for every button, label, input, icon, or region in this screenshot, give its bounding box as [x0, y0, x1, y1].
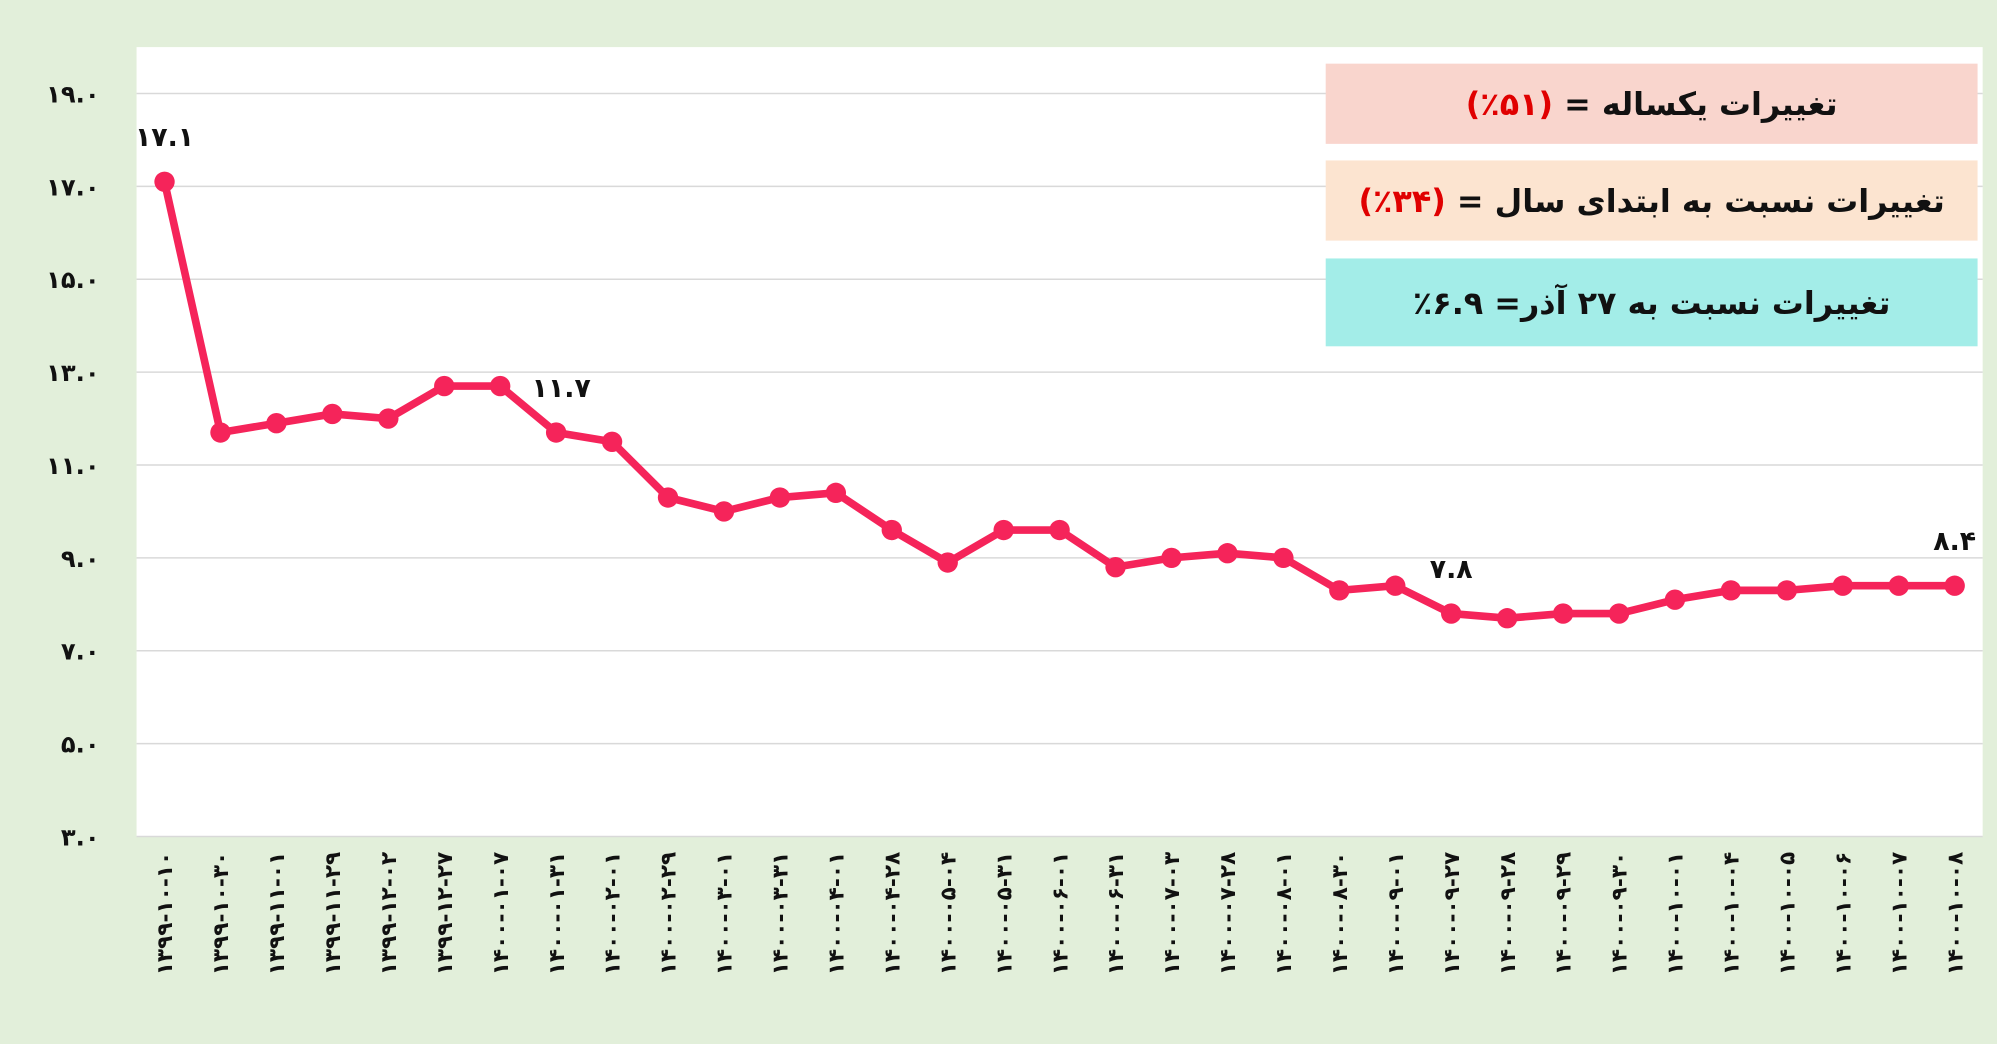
x-tick-label: ۱۴۰۰-۰۳-۰۱ [713, 852, 738, 976]
data-label: ۷.۸ [1430, 554, 1473, 585]
y-tick-label: ۷.۰ [61, 638, 100, 666]
y-tick-label: ۱۱.۰ [46, 452, 99, 480]
x-tick-label: ۱۴۰۰-۱۰-۰۶ [1831, 852, 1856, 976]
data-point [1385, 575, 1406, 596]
data-label: ۱۷.۱ [135, 122, 194, 153]
annotation-value: (۳۴٪) [1358, 182, 1445, 220]
y-tick-label: ۱۹.۰ [46, 80, 99, 108]
annotation-text: تغییرات نسبت به ۲۷ آذر= ۶.۹٪ [1413, 283, 1891, 322]
x-tick-label: ۱۴۰۰-۱۰-۰۱ [1664, 852, 1689, 976]
x-tick-label: ۱۴۰۰-۰۵-۰۴ [936, 852, 961, 976]
data-point [1552, 603, 1574, 624]
x-tick-label: ۱۴۰۰-۱۰-۰۷ [1887, 852, 1912, 976]
x-tick-label: ۱۴۰۰-۰۹-۰۱ [1384, 852, 1409, 976]
x-tick-label: ۱۴۰۰-۰۹-۲۷ [1440, 852, 1465, 976]
x-tick-label: ۱۴۰۰-۰۱-۰۷ [489, 852, 514, 976]
annotation-box [1325, 160, 1978, 241]
data-point [1776, 580, 1798, 601]
annotation-label: تغییرات نسبت به ابتدای سال = [1457, 182, 1945, 220]
x-tick-label: ۱۳۹۹-۱۱-۰۱ [265, 852, 290, 976]
data-point [1049, 519, 1070, 541]
data-point [210, 422, 231, 443]
y-tick-label: ۱۵.۰ [46, 266, 99, 294]
x-tick-label: ۱۴۰۰-۰۲-۰۱ [601, 852, 626, 976]
y-tick-label: ۱۳.۰ [46, 359, 99, 387]
data-point [825, 482, 847, 504]
x-tick-label: ۱۳۹۹-۱۱-۲۹ [321, 852, 346, 976]
y-tick-label: ۹.۰ [61, 545, 100, 573]
data-point [881, 519, 902, 541]
x-tick-label: ۱۳۹۹-۱۰-۳۰ [209, 852, 234, 976]
x-tick-label: ۱۴۰۰-۰۲-۲۹ [657, 852, 682, 976]
data-point [769, 487, 791, 508]
data-point [490, 375, 511, 397]
data-point [1105, 556, 1126, 578]
x-tick-label: ۱۴۰۰-۰۶-۰۱ [1048, 852, 1073, 976]
y-tick-label: ۳.۰ [61, 823, 100, 851]
annotation-text: تغییرات نسبت به ابتدای سال = (۳۴٪) [1358, 182, 1944, 220]
data-point [1217, 543, 1238, 564]
x-tick-label: ۱۴۰۰-۰۷-۲۸ [1216, 852, 1241, 976]
annotation-box [1325, 63, 1978, 144]
x-tick-label: ۱۴۰۰-۰۳-۳۱ [769, 852, 794, 976]
x-tick-label: ۱۴۰۰-۱۰-۰۸ [1943, 852, 1968, 976]
y-tick-label: ۵.۰ [61, 731, 100, 759]
data-point [266, 413, 287, 434]
data-point [1664, 589, 1686, 610]
data-point [937, 552, 958, 573]
data-point [1161, 547, 1182, 569]
data-point [322, 403, 343, 425]
x-tick-label: ۱۴۰۰-۰۹-۲۹ [1552, 852, 1577, 976]
x-tick-label: ۱۳۹۹-۱۲-۰۲ [377, 852, 402, 976]
data-point [1441, 603, 1462, 624]
data-point [545, 422, 567, 443]
x-tick-label: ۱۴۰۰-۰۶-۳۱ [1104, 852, 1129, 976]
data-point [657, 487, 679, 508]
data-point [1944, 575, 1965, 596]
data-point [1273, 547, 1294, 569]
x-tick-label: ۱۴۰۰-۱۰-۰۵ [1776, 852, 1801, 976]
x-tick-label: ۱۳۹۹-۱۲-۲۷ [433, 852, 458, 976]
data-point [1720, 580, 1742, 601]
annotation-label: تغییرات نسبت به ۲۷ آذر= ۶.۹٪ [1413, 283, 1891, 322]
annotation-box [1325, 258, 1978, 347]
data-point [434, 375, 455, 397]
data-point [1888, 575, 1909, 596]
annotation-text: تغییرات یکساله = (۵۱٪) [1466, 85, 1838, 123]
data-point [1608, 603, 1630, 624]
data-point [1832, 575, 1853, 596]
y-tick-label: ۱۷.۰ [46, 173, 99, 201]
x-tick-label: ۱۳۹۹-۱۰-۱۰ [153, 852, 178, 976]
x-tick-label: ۱۴۰۰-۰۱-۳۱ [545, 852, 570, 976]
data-point [713, 501, 735, 522]
data-point [154, 171, 175, 192]
data-point [1329, 580, 1350, 601]
annotation-value: (۵۱٪) [1466, 85, 1553, 123]
data-label: ۱۱.۷ [532, 373, 591, 404]
x-tick-label: ۱۴۰۰-۰۸-۳۰ [1328, 852, 1353, 976]
data-point [993, 519, 1014, 541]
x-tick-label: ۱۴۰۰-۰۹-۲۸ [1496, 852, 1521, 976]
x-tick-label: ۱۴۰۰-۱۰-۰۴ [1720, 852, 1745, 976]
data-point [378, 408, 399, 429]
data-point [1496, 608, 1518, 629]
x-tick-label: ۱۴۰۰-۰۹-۳۰ [1608, 852, 1633, 976]
x-tick-label: ۱۴۰۰-۰۵-۳۱ [992, 852, 1017, 976]
annotation-label: تغییرات یکساله = [1564, 85, 1837, 123]
x-tick-label: ۱۴۰۰-۰۷-۰۳ [1160, 852, 1185, 976]
data-point [601, 431, 623, 452]
data-label: ۸.۴ [1933, 526, 1976, 557]
x-tick-label: ۱۴۰۰-۰۴-۲۸ [880, 852, 905, 976]
x-tick-label: ۱۴۰۰-۰۸-۰۱ [1272, 852, 1297, 976]
x-tick-label: ۱۴۰۰-۰۴-۰۱ [824, 852, 849, 976]
